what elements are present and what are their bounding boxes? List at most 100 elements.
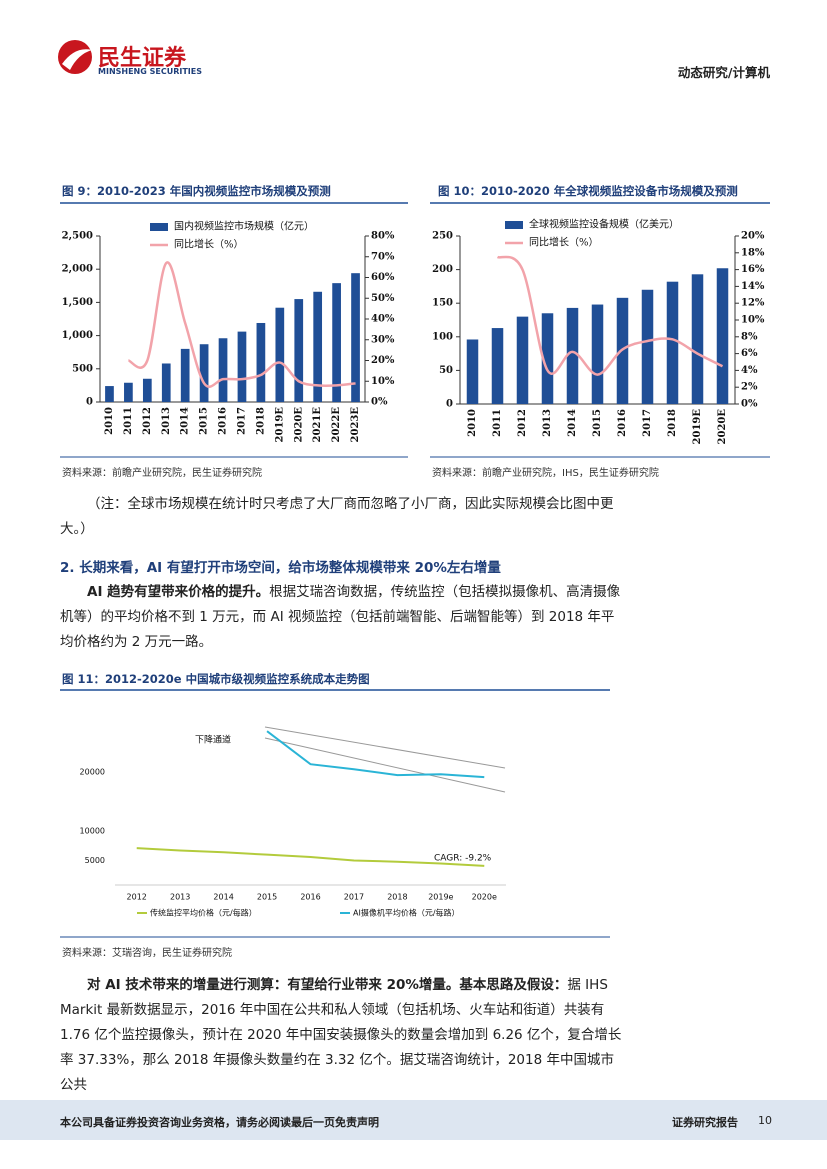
x-tick-label: 2020E — [717, 409, 728, 445]
series-line — [266, 730, 485, 779]
bar — [641, 289, 654, 404]
disclaimer: 本公司具备证券投资咨询业务资格，请务必阅读最后一页免责声明 — [60, 1116, 379, 1129]
bar — [142, 378, 152, 402]
y-tick-label: 150 — [432, 298, 453, 309]
y-tick-label: 1,500 — [62, 297, 93, 308]
bar — [180, 348, 190, 402]
x-tick-label: 2017 — [642, 409, 653, 437]
y-tick-label: 50 — [439, 365, 453, 376]
lead: AI 趋势有望带来价格的提升。 — [87, 584, 270, 600]
x-tick-label: 2017 — [236, 407, 247, 435]
footer-band — [0, 1100, 827, 1140]
bar — [256, 322, 266, 402]
x-tick-label: 2015 — [592, 409, 603, 437]
y-tick-label: 2,500 — [62, 231, 93, 242]
y2-tick-label: 80% — [371, 231, 395, 242]
note: （注：全球市场规模在统计时只考虑了大厂商而忽略了小厂商，因此实际规模会比图中更大… — [60, 496, 614, 537]
paragraph: AI 趋势有望带来价格的提升。根据艾瑞咨询数据，传统监控（包括模拟摄像机、高清摄… — [60, 580, 625, 655]
x-tick-label: 2014 — [213, 893, 233, 902]
trend-line — [264, 726, 506, 769]
series-line — [136, 847, 485, 867]
y-tick-label: 500 — [72, 363, 93, 374]
series-line — [127, 261, 356, 388]
x-tick-label: 2013 — [542, 409, 553, 437]
logo-text: 民生证券 — [98, 46, 187, 71]
bar — [541, 313, 554, 404]
bar — [466, 339, 479, 404]
bar — [566, 307, 579, 404]
x-tick-label: 2013 — [170, 893, 190, 902]
x-tick-label: 2019E — [274, 407, 285, 443]
x-tick-label: 2017 — [344, 893, 364, 902]
y2-tick-label: 14% — [741, 281, 765, 292]
y2-tick-label: 6% — [741, 348, 758, 359]
x-tick-label: 2010 — [104, 407, 115, 435]
y-tick-label: 1,000 — [62, 330, 93, 341]
y2-tick-label: 30% — [371, 334, 395, 345]
y2-tick-label: 18% — [741, 247, 765, 258]
x-tick-label: 2012 — [127, 893, 147, 902]
page-number: 10 — [758, 1114, 772, 1127]
figure-title: 图 9：2010-2023 年国内视频监控市场规模及预测 — [62, 184, 331, 198]
x-tick-label: 2018 — [255, 407, 266, 435]
y2-tick-label: 20% — [741, 231, 765, 242]
y-tick-label: 200 — [432, 264, 453, 275]
logo-mark — [58, 40, 92, 74]
bar — [218, 338, 228, 402]
legend-swatch — [505, 221, 523, 229]
y-tick-label: 100 — [432, 331, 453, 342]
section-label: 动态研究/计算机 — [677, 65, 770, 80]
bar — [105, 386, 114, 402]
x-tick-label: 2020E — [293, 407, 304, 443]
x-tick-label: 2019e — [428, 893, 453, 902]
bar — [332, 283, 341, 402]
figure-source: 资料来源：前瞻产业研究院，民生证券研究院 — [62, 468, 262, 479]
x-tick-label: 2018 — [387, 893, 407, 902]
figure-title: 图 11：2012-2020e 中国城市级视频监控系统成本走势图 — [62, 672, 370, 686]
x-tick-label: 2012 — [142, 407, 153, 435]
y-tick-label: 5000 — [85, 856, 105, 865]
annotation: 下降通道 — [195, 734, 231, 746]
x-tick-label: 2015 — [199, 407, 210, 435]
bar — [313, 291, 323, 402]
x-tick-label: 2016 — [617, 409, 628, 437]
x-tick-label: 2020e — [472, 893, 497, 902]
figure-source: 资料来源：前瞻产业研究院，IHS，民生证券研究院 — [432, 468, 659, 479]
bar — [716, 268, 729, 404]
logo-subtext: MINSHENG SECURITIES — [98, 67, 202, 76]
bar — [491, 328, 504, 404]
x-tick-label: 2023E — [350, 407, 361, 443]
legend-label: 全球视频监控设备规模（亿美元） — [529, 218, 679, 231]
figure-title: 图 10：2010-2020 年全球视频监控设备市场规模及预测 — [438, 184, 738, 198]
series-line — [496, 255, 724, 376]
y2-tick-label: 0% — [741, 399, 758, 410]
text: 据 IHS Markit 最新数据显示，2016 年中国在公共和私人领域（包括机… — [60, 977, 622, 1093]
x-tick-label: 2018 — [667, 409, 678, 437]
y-tick-label: 20000 — [80, 768, 105, 777]
x-tick-label: 2021E — [312, 407, 323, 443]
y2-tick-label: 60% — [371, 272, 395, 283]
y2-tick-label: 8% — [741, 331, 758, 342]
bar — [294, 299, 304, 402]
y-tick-label: 250 — [432, 231, 453, 242]
y2-tick-label: 2% — [741, 382, 758, 393]
legend-label: 国内视频监控市场规模（亿元） — [174, 220, 314, 233]
y2-tick-label: 40% — [371, 314, 395, 325]
bar — [351, 273, 360, 402]
bar — [199, 344, 209, 402]
bar — [516, 316, 529, 404]
annotation: CAGR: -9.2% — [434, 854, 492, 864]
x-tick-label: 2014 — [567, 409, 578, 437]
x-tick-label: 2011 — [492, 409, 503, 437]
x-tick-label: 2010 — [467, 409, 478, 437]
legend-label: 传统监控平均价格（元/每路） — [150, 908, 257, 918]
paragraph: 对 AI 技术带来的增量进行测算：有望给行业带来 20%增量。基本思路及假设：据… — [60, 973, 625, 1098]
y2-tick-label: 20% — [371, 355, 395, 366]
bar — [275, 307, 285, 402]
y-tick-label: 2,000 — [62, 264, 93, 275]
y-tick-label: 0 — [446, 399, 453, 410]
y2-tick-label: 12% — [741, 298, 765, 309]
x-tick-label: 2022E — [331, 407, 342, 443]
x-tick-label: 2011 — [123, 407, 134, 435]
y-tick-label: 10000 — [80, 827, 105, 836]
